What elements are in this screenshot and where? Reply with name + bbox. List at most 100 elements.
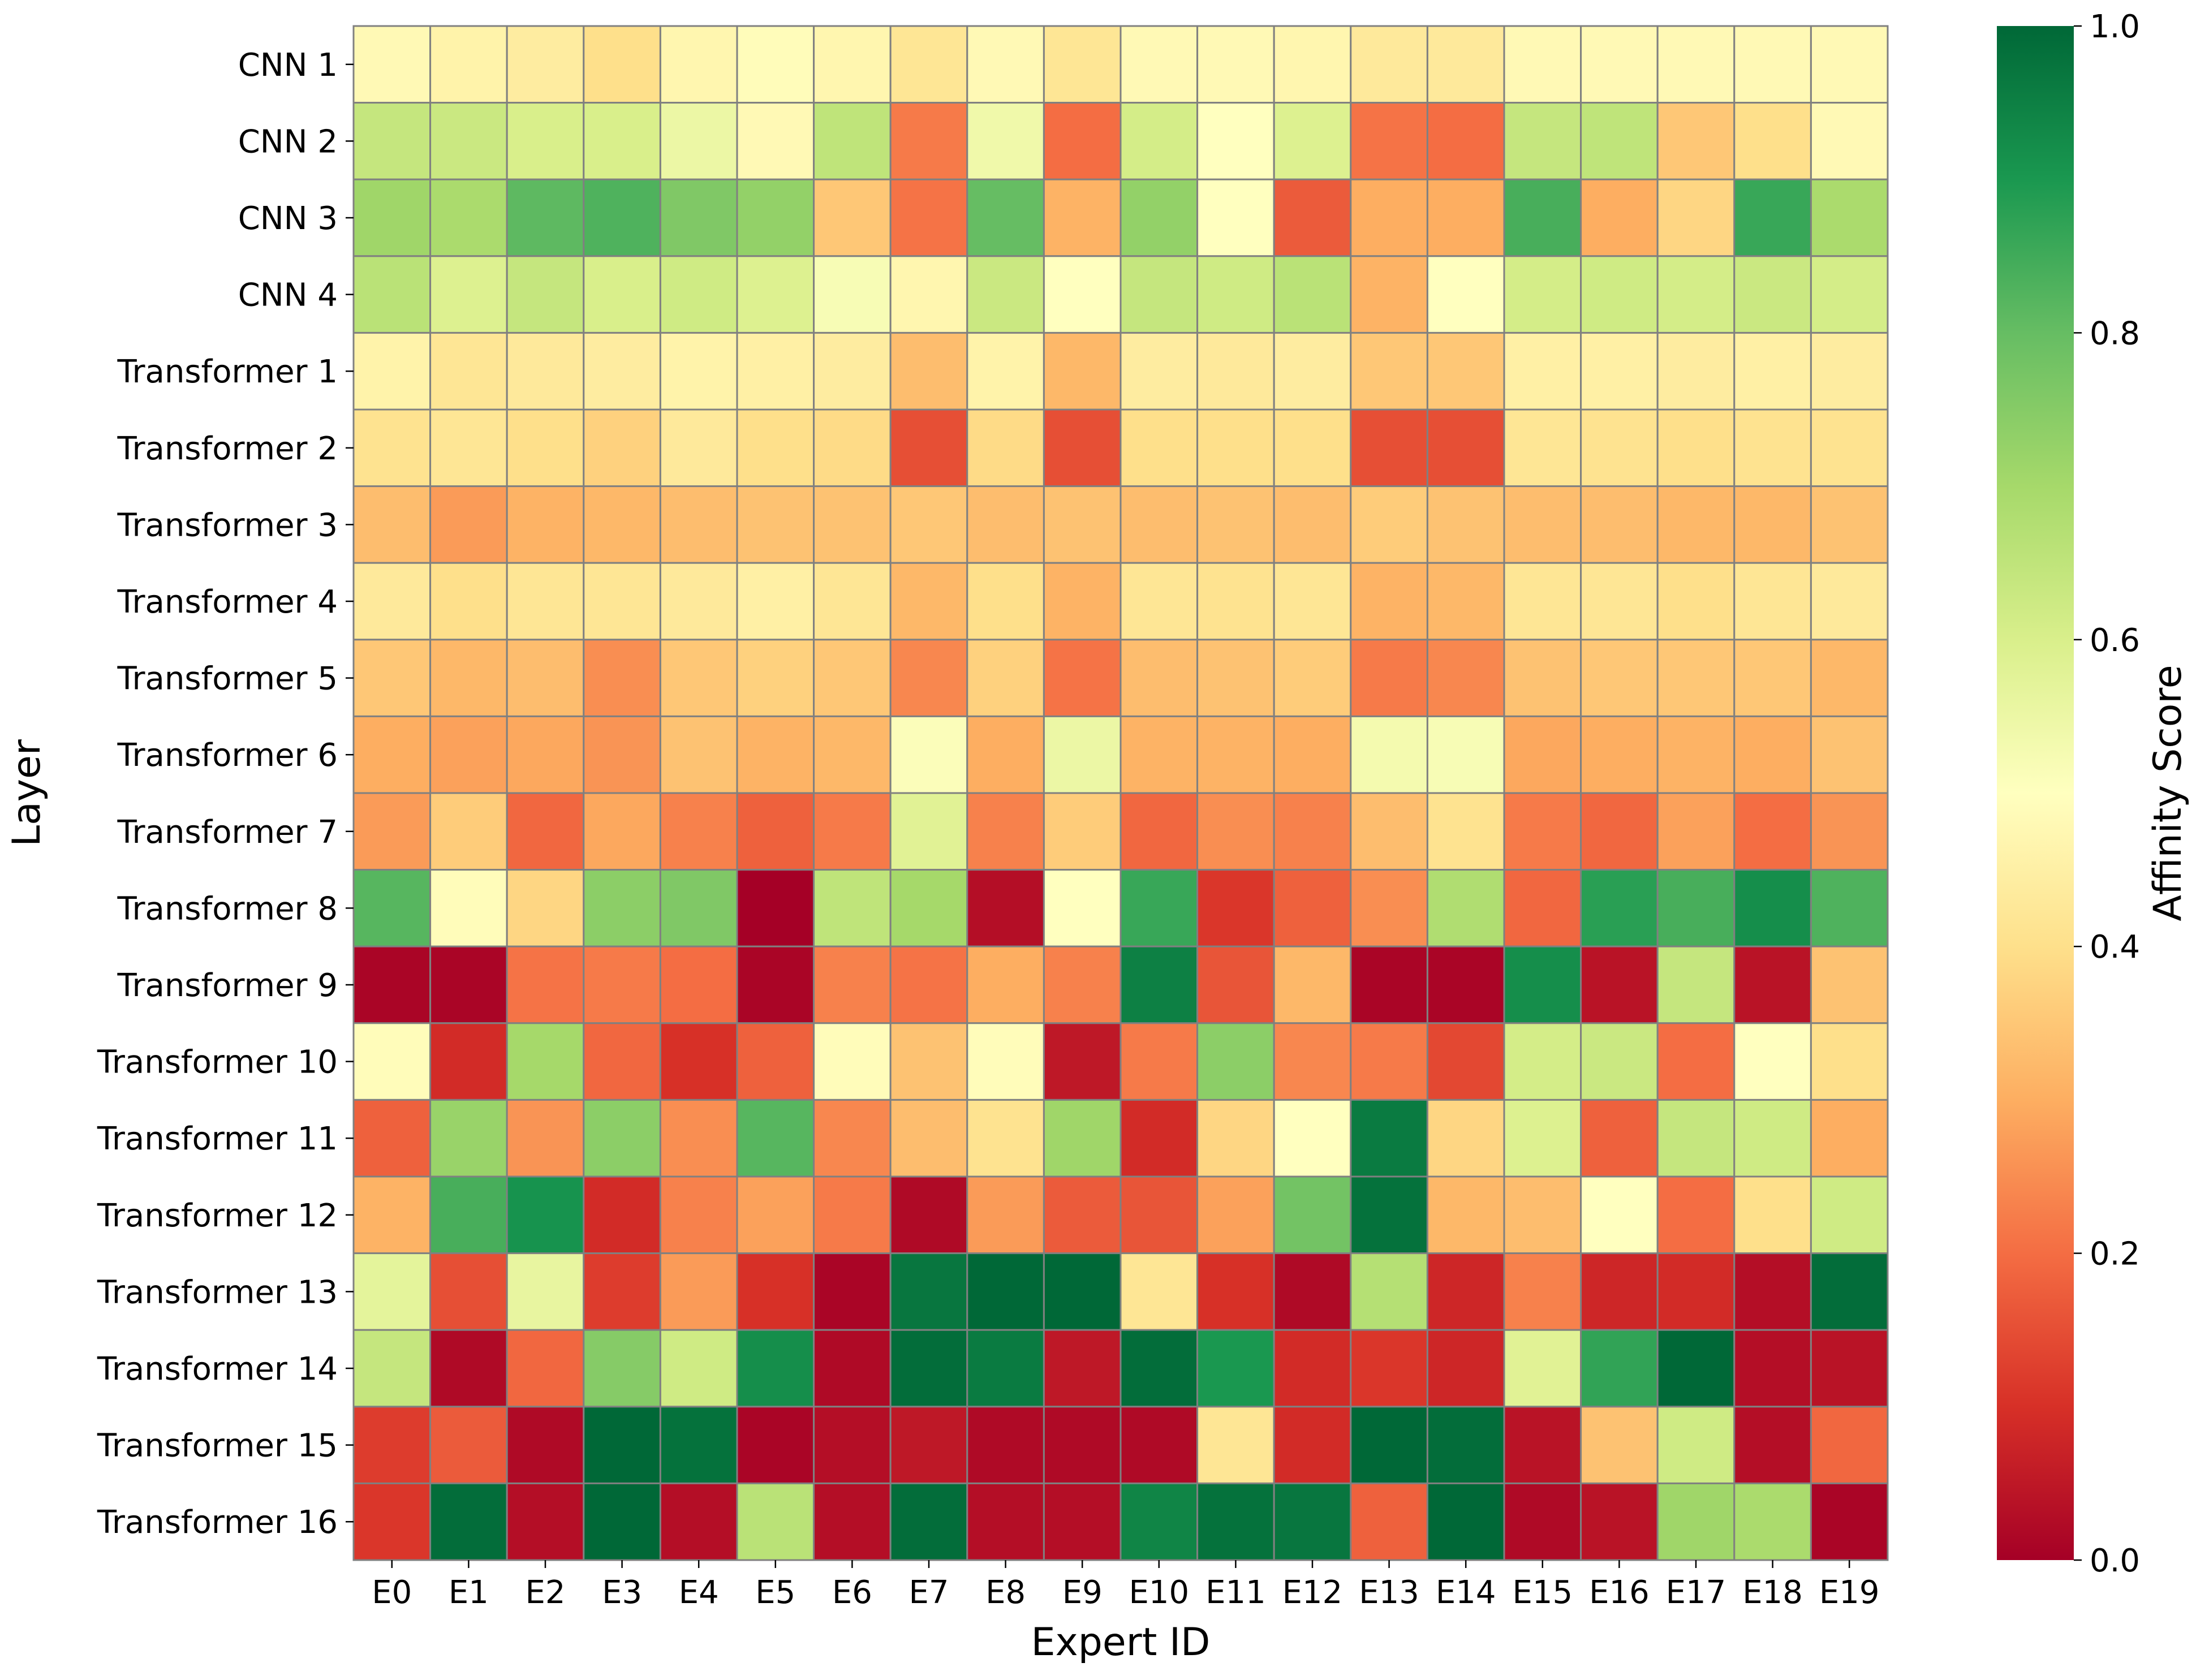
heatmap-cell [889, 869, 968, 947]
heatmap-cell [1426, 1329, 1505, 1408]
heatmap-cell [506, 945, 585, 1024]
heatmap-cell [1196, 715, 1275, 794]
heatmap-cell [1043, 1482, 1122, 1561]
heatmap-cell [1503, 1406, 1582, 1484]
heatmap-cell [1810, 869, 1889, 947]
heatmap-cell [1273, 639, 1352, 717]
heatmap-cell [1656, 408, 1736, 488]
heatmap-cell [1119, 255, 1199, 334]
heatmap-cell [1733, 102, 1812, 180]
heatmap-cell [583, 1099, 661, 1178]
heatmap-cell [1733, 562, 1812, 641]
heatmap-cell [813, 1099, 892, 1178]
heatmap-cell [583, 792, 661, 871]
colorbar: 0.0 0.2 0.4 0.6 0.8 1.0 Affinity Score [1997, 8, 2190, 1579]
heatmap-cell [813, 715, 892, 794]
heatmap-cell [813, 562, 892, 641]
heatmap-cell [966, 1482, 1045, 1561]
heatmap-cell [736, 102, 815, 180]
heatmap-cell [1043, 255, 1122, 334]
heatmap-cell [1503, 408, 1582, 488]
heatmap-cell [736, 1406, 815, 1484]
x-tick-label: E18 [1742, 1574, 1803, 1611]
heatmap-cell [1350, 331, 1428, 411]
heatmap-cell [1119, 792, 1199, 871]
heatmap-cell [1503, 1329, 1582, 1408]
heatmap-cell [889, 255, 968, 334]
heatmap-cell [506, 715, 585, 794]
heatmap-cell [1580, 408, 1659, 488]
heatmap-cell [352, 408, 432, 488]
y-tick-label: Transformer 5 [117, 661, 338, 697]
heatmap-cell [1350, 869, 1428, 947]
x-tick-label: E11 [1205, 1574, 1266, 1611]
heatmap-cell [352, 562, 432, 641]
heatmap-cell [1043, 1175, 1122, 1255]
heatmap-cell [1580, 639, 1659, 717]
heatmap-cell [1733, 715, 1812, 794]
heatmap-cell [1043, 1329, 1122, 1408]
heatmap-cell [813, 178, 892, 257]
y-tick-label: CNN 4 [238, 277, 338, 314]
heatmap-cell [1580, 792, 1659, 871]
x-tick-label: E5 [755, 1574, 795, 1611]
y-tick-label: Transformer 12 [97, 1197, 338, 1234]
heatmap-cell [1273, 869, 1352, 947]
heatmap-cell [1810, 102, 1889, 180]
x-tick-label: E14 [1436, 1574, 1496, 1611]
heatmap-cell [966, 25, 1045, 104]
heatmap-cell [659, 1482, 738, 1561]
colorbar-tick-label: 1.0 [2090, 8, 2140, 45]
heatmap-cell [1733, 255, 1812, 334]
heatmap-cell [736, 792, 815, 871]
heatmap-cell [429, 102, 508, 180]
heatmap-cell [1196, 945, 1275, 1024]
heatmap-cell [1810, 178, 1889, 257]
heatmap-cell [352, 25, 432, 104]
heatmap-cell [1196, 1022, 1275, 1101]
heatmap-cell [1043, 792, 1122, 871]
heatmap-cell [1273, 1406, 1352, 1484]
heatmap-cell [1656, 178, 1736, 257]
heatmap-cell [352, 945, 432, 1024]
heatmap-cell [1733, 485, 1812, 564]
heatmap-cell [1810, 562, 1889, 641]
heatmap-cell [1426, 1252, 1505, 1331]
heatmap-cell [966, 792, 1045, 871]
heatmap-cell [1503, 485, 1582, 564]
heatmap-cell [1656, 1482, 1736, 1561]
y-tick-label: Transformer 1 [117, 354, 338, 390]
x-tick-label: E3 [602, 1574, 642, 1611]
heatmap-cell [1580, 1022, 1659, 1101]
heatmap-cell [659, 715, 738, 794]
x-tick-label: E10 [1129, 1574, 1189, 1611]
heatmap-cell [1580, 715, 1659, 794]
heatmap-cell [889, 1252, 968, 1331]
heatmap-cell [1580, 945, 1659, 1024]
heatmap-cell [966, 331, 1045, 411]
y-tick-label: Transformer 10 [97, 1044, 338, 1081]
heatmap-cell [659, 945, 738, 1024]
heatmap-cell [1580, 1252, 1659, 1331]
heatmap-cell [506, 562, 585, 641]
x-tick-label: E13 [1359, 1574, 1419, 1611]
heatmap-cell [1733, 945, 1812, 1024]
heatmap-cell [1350, 255, 1428, 334]
heatmap-cell [1273, 1099, 1352, 1178]
heatmap-cell [429, 1252, 508, 1331]
heatmap-cell [966, 255, 1045, 334]
heatmap-cell [352, 869, 432, 947]
heatmap-cell [583, 1022, 661, 1101]
heatmap-cell [813, 102, 892, 180]
heatmap-cell [429, 1329, 508, 1408]
heatmap-cell [1196, 102, 1275, 180]
heatmap-cell [429, 1482, 508, 1561]
x-axis-ticks: E0 E1 E2 E3 E4 E5 E6 E7 E8 E9 E10 E11 E12 E13 E14 E15 E1… [372, 1560, 1880, 1611]
heatmap-cell [429, 562, 508, 641]
heatmap-cell [1119, 945, 1199, 1024]
heatmap-cell [1350, 1099, 1428, 1178]
heatmap-cell [1043, 331, 1122, 411]
heatmap-cell [1350, 1022, 1428, 1101]
heatmap-cell [1196, 178, 1275, 257]
heatmap-cell [813, 408, 892, 488]
